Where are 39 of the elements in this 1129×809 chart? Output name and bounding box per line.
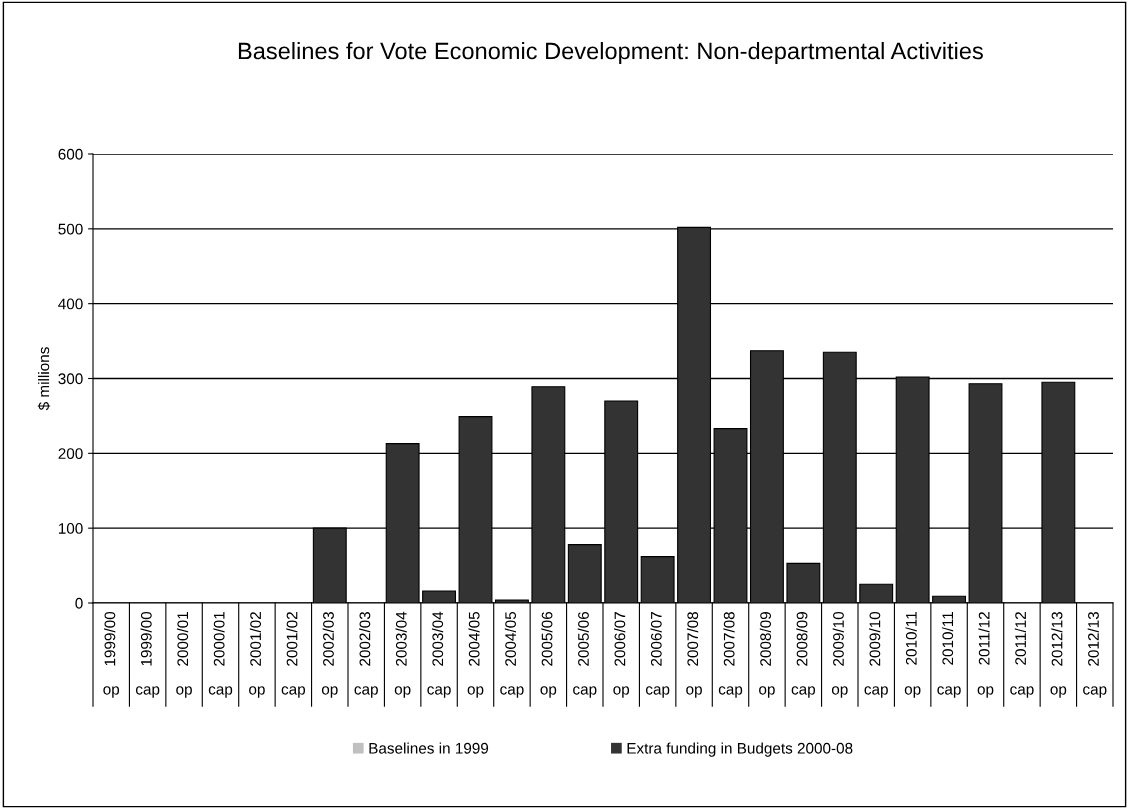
category-label: 2006/07 cap [645,612,670,698]
category-label: 2009/10 op [831,611,848,698]
category-label: 1999/00 op [103,611,120,698]
legend-label: Baselines in 1999 [369,742,489,754]
category-label: 2000/01 op [176,612,192,698]
category-label: 2011/12 op [977,612,994,698]
category-label: 2005/06 op [540,612,557,698]
category-label: 2003/04 cap [427,611,451,698]
category-label: 2001/02 cap [281,612,306,698]
category-label: 2002/03 cap [354,612,378,698]
category-label: 2004/05 op [467,611,484,698]
category-label: 2001/02 op [249,612,265,698]
category-label: 2011/12 cap [1010,612,1034,698]
category-label: 2009/10 cap [864,611,888,698]
category-label: 2005/06 cap [573,612,597,698]
y-tick-label: 100 [58,523,83,534]
y-tick-label: 400 [58,298,83,310]
category-label: 2007/08 op [686,611,702,698]
chart-title: Baselines for Vote Economic Development: Non-departmental Activities [238,42,983,65]
y-tick-label: 500 [58,223,83,235]
category-label: 2012/13 op [1050,612,1067,698]
category-label: 2007/08 cap [718,611,743,698]
y-tick-label: 600 [58,148,83,160]
category-label: 2006/07 op [613,612,630,698]
category-label: 2010/11 op [904,612,921,698]
category-label: 2008/09 op [759,612,775,698]
category-label: 2003/04 op [394,611,411,698]
legend-label: Extra funding in Budgets 2000-08 [627,742,853,757]
category-label: 2010/11 cap [937,612,961,698]
category-label: 2000/01 cap [208,612,233,698]
category-label: 2002/03 op [321,612,338,698]
category-label: 2012/13 cap [1083,612,1107,698]
y-tick-label: 200 [58,448,83,460]
y-axis-title: $ millions [37,347,51,411]
y-tick-label: 300 [58,373,83,385]
category-label: 2004/05 cap [500,611,524,698]
category-label: 2008/09 cap [791,612,816,698]
y-tick-label: 0 [75,597,83,609]
category-label: 1999/00 cap [135,611,160,698]
